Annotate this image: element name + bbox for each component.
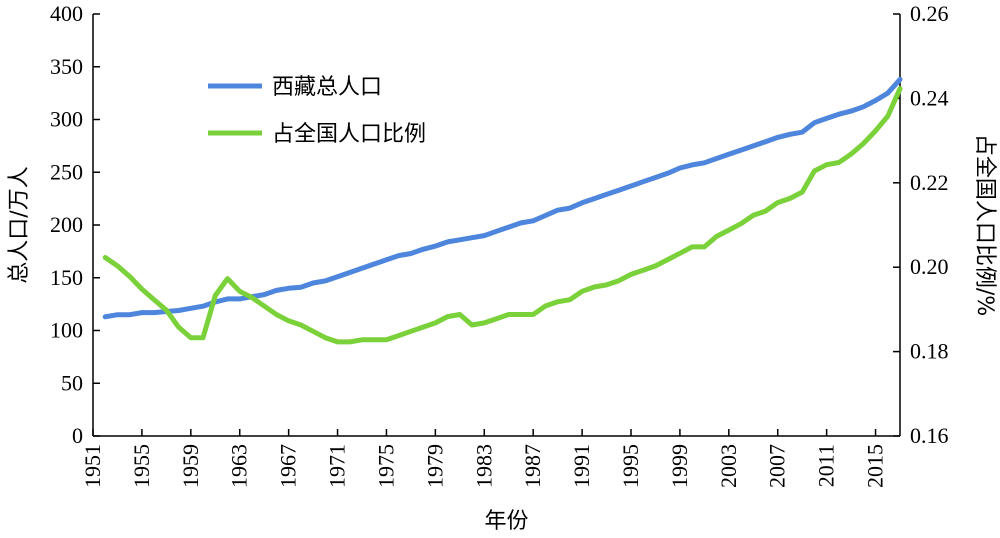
x-tick-label: 1979 — [422, 444, 447, 488]
x-tick-label: 1975 — [373, 444, 398, 488]
left-y-tick-label: 150 — [50, 265, 83, 290]
right-y-tick-label: 0.20 — [910, 254, 949, 279]
x-tick-label: 2015 — [863, 444, 888, 488]
x-tick-label: 1983 — [471, 444, 496, 488]
axes: 0 50 100 150 200 250 300 350 400 0.16 0.18 0.20 0.22… — [50, 1, 949, 488]
left-y-tick-label: 250 — [50, 159, 83, 184]
right-y-tick-label: 0.16 — [910, 423, 949, 448]
x-tick-label: 1967 — [276, 444, 301, 488]
legend-label: 占全国人口比例 — [272, 122, 426, 147]
x-tick-label: 1999 — [667, 444, 692, 488]
x-tick-label: 2011 — [814, 444, 839, 487]
left-y-tick-label: 50 — [61, 370, 83, 395]
x-tick-label: 1963 — [227, 444, 252, 488]
x-tick-label: 1971 — [325, 444, 350, 488]
left-y-tick-label: 100 — [50, 318, 83, 343]
x-tick-label: 1955 — [129, 444, 154, 488]
right-y-axis-title: 占全国人口比例/% — [972, 134, 997, 316]
x-tick-label: 1995 — [618, 444, 643, 488]
share-series-line — [102, 86, 903, 345]
left-y-tick-label: 200 — [50, 212, 83, 237]
left-y-tick-label: 350 — [50, 54, 83, 79]
right-y-tick-label: 0.22 — [910, 170, 949, 195]
x-tick-label: 2003 — [716, 444, 741, 488]
right-y-tick-label: 0.26 — [910, 1, 949, 26]
x-tick-label: 1951 — [80, 444, 105, 488]
right-y-tick-label: 0.24 — [910, 85, 949, 110]
left-y-tick-label: 300 — [50, 107, 83, 132]
population-series-line — [102, 76, 903, 320]
x-tick-label: 2007 — [765, 444, 790, 488]
left-y-tick-label: 0 — [72, 423, 83, 448]
x-tick-label: 1959 — [178, 444, 203, 488]
right-y-tick-label: 0.18 — [910, 339, 949, 364]
series-group — [102, 76, 903, 345]
left-y-tick-label: 400 — [50, 1, 83, 26]
x-axis-title: 年份 — [484, 509, 528, 534]
x-tick-label: 1991 — [569, 444, 594, 488]
legend-label: 西藏总人口 — [272, 75, 382, 100]
left-y-axis-title: 总人口/万人 — [7, 166, 32, 283]
x-tick-label: 1987 — [520, 444, 545, 488]
